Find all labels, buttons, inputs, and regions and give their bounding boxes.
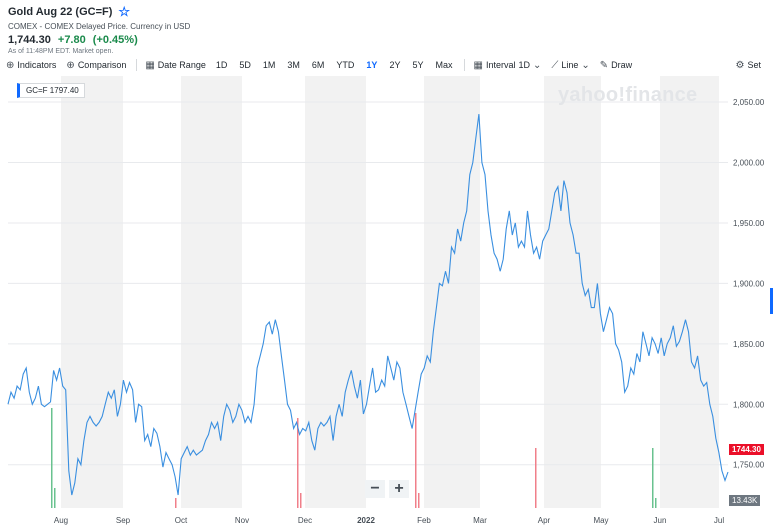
x-tick-label: Jun [654, 516, 667, 525]
x-tick-label: May [593, 516, 608, 525]
y-tick-label: 1,850.00 [733, 340, 765, 349]
quote-line: 1,744.30 +7.80 (+0.45%) [8, 34, 190, 46]
price-chart[interactable]: 1,750.00 1,800.00 1,850.00 1,900.00 1,950.00… [0, 76, 773, 531]
x-tick-label: Dec [298, 516, 312, 525]
quote-header: Gold Aug 22 (GC=F) ☆ COMEX - COMEX Delay… [8, 4, 190, 55]
zoom-in-button[interactable]: + [389, 480, 409, 498]
range-2y[interactable]: 2Y [389, 60, 401, 70]
chevron-down-icon: ⌄ [581, 59, 590, 71]
volume-bar [415, 413, 417, 508]
range-1m[interactable]: 1M [262, 60, 276, 70]
scroll-handle[interactable] [770, 288, 773, 314]
x-tick-label: Apr [538, 516, 551, 525]
month-band [61, 76, 123, 508]
volume-bar [175, 498, 177, 508]
date-range-button[interactable]: ▦ Date Range [145, 59, 206, 71]
calendar-icon: ▦ [473, 59, 483, 71]
asof-text: As of 11:48PM EDT. Market open. [8, 48, 114, 55]
x-tick-label: Aug [54, 516, 68, 525]
indicators-button[interactable]: ⊕ Indicators [6, 59, 57, 71]
settings-button[interactable]: ⚙ Set [735, 59, 761, 71]
current-price: 1,744.30 [8, 34, 51, 46]
y-tick-label: 2,050.00 [733, 98, 765, 107]
star-icon[interactable]: ☆ [118, 4, 131, 19]
x-tick-label: Oct [175, 516, 188, 525]
x-tick-label: Nov [235, 516, 249, 525]
exchange-subtitle: COMEX - COMEX Delayed Price. Currency in… [8, 22, 191, 31]
chart-toolbar: ⊕ Indicators ⊕ Comparison ▦ Date Range 1… [6, 58, 773, 72]
yahoo-finance-watermark: yahoo!finance [558, 84, 698, 106]
range-5y[interactable]: 5Y [412, 60, 424, 70]
y-tick-label: 1,950.00 [733, 219, 765, 228]
x-tick-label: Feb [417, 516, 431, 525]
y-tick-label: 1,900.00 [733, 279, 765, 288]
toolbar-divider [136, 59, 138, 71]
volume-bar [54, 488, 56, 508]
range-6m[interactable]: 6M [311, 60, 325, 70]
range-5d[interactable]: 5D [239, 60, 251, 70]
volume-bar [418, 493, 420, 508]
last-price-tag: 1744.30 [729, 444, 764, 455]
chevron-down-icon: ⌄ [532, 59, 542, 71]
x-tick-label: Jul [714, 516, 724, 525]
comparison-button[interactable]: ⊕ Comparison [66, 59, 127, 71]
zoom-out-button[interactable]: − [365, 480, 385, 498]
y-tick-label: 1,800.00 [733, 400, 765, 409]
month-band [305, 76, 366, 508]
volume-bar [300, 493, 302, 508]
volume-tag: 13.43K [729, 495, 761, 506]
month-band [181, 76, 242, 508]
volume-bar [535, 448, 537, 508]
draw-button[interactable]: ✎ Draw [599, 59, 633, 71]
volume-bar [297, 418, 299, 508]
gear-icon: ⚙ [735, 59, 745, 71]
x-tick-label: Sep [116, 516, 131, 525]
range-selector: 1D 5D 1M 3M 6M YTD 1Y 2Y 5Y Max [216, 60, 465, 70]
volume-bar [655, 498, 657, 508]
month-band [544, 76, 601, 508]
range-max[interactable]: Max [435, 60, 453, 70]
interval-dropdown[interactable]: ▦ Interval 1D ⌄ [473, 59, 542, 71]
y-tick-label: 1,750.00 [733, 461, 765, 470]
volume-bar [51, 408, 53, 508]
range-3m[interactable]: 3M [287, 60, 300, 70]
price-change: +7.80 [57, 34, 86, 46]
y-tick-label: 2,000.00 [733, 158, 765, 167]
line-chart-icon: ⟋ [551, 59, 559, 71]
pencil-icon: ✎ [599, 59, 609, 71]
instrument-title: Gold Aug 22 (GC=F) ☆ [8, 4, 131, 19]
plus-circle-icon: ⊕ [6, 59, 15, 71]
x-tick-label: 2022 [357, 516, 375, 525]
month-band [424, 76, 480, 508]
price-line [7, 114, 729, 496]
range-1y[interactable]: 1Y [366, 60, 378, 70]
month-band [660, 76, 719, 508]
price-change-pct: (+0.45%) [92, 34, 138, 46]
calendar-icon: ▦ [145, 59, 155, 71]
range-1d[interactable]: 1D [215, 60, 228, 70]
line-type-dropdown[interactable]: ⟋ Line ⌄ [551, 59, 590, 71]
zoom-controls: − + [365, 480, 409, 498]
volume-bar [652, 448, 654, 508]
legend-box: GC=F 1797.40 [17, 83, 85, 98]
x-tick-label: Mar [473, 516, 487, 525]
plus-circle-icon: ⊕ [66, 59, 75, 71]
toolbar-divider [464, 59, 466, 71]
range-ytd[interactable]: YTD [336, 60, 355, 70]
